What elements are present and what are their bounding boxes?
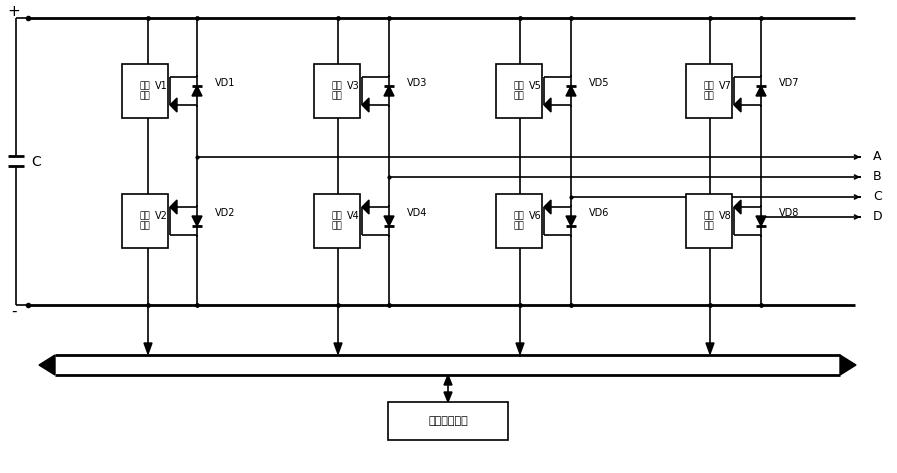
Polygon shape (444, 375, 452, 385)
Polygon shape (544, 200, 551, 214)
Polygon shape (706, 343, 714, 354)
Text: 门级
驱动: 门级 驱动 (514, 81, 525, 101)
Polygon shape (566, 86, 576, 96)
Polygon shape (756, 86, 766, 96)
Polygon shape (444, 392, 452, 402)
Polygon shape (192, 216, 202, 226)
Polygon shape (170, 200, 177, 214)
Polygon shape (516, 343, 524, 354)
Text: 门级
驱动: 门级 驱动 (514, 211, 525, 231)
Text: VD7: VD7 (779, 78, 799, 88)
Text: V5: V5 (529, 81, 542, 91)
Text: 门级
驱动: 门级 驱动 (332, 211, 343, 231)
Polygon shape (756, 216, 766, 226)
Text: V8: V8 (719, 211, 732, 221)
Text: 门级
驱动: 门级 驱动 (703, 211, 714, 231)
Text: VD3: VD3 (407, 78, 427, 88)
Bar (122, 64, 168, 118)
Polygon shape (544, 98, 551, 112)
Bar (388, 402, 508, 440)
Bar (314, 194, 360, 248)
Text: A: A (873, 150, 882, 164)
Text: C: C (873, 191, 882, 203)
Bar (314, 64, 360, 118)
Polygon shape (192, 86, 202, 96)
Polygon shape (362, 200, 369, 214)
Bar (496, 64, 542, 118)
Polygon shape (734, 98, 741, 112)
Text: VD4: VD4 (407, 208, 427, 218)
Polygon shape (170, 98, 177, 112)
Polygon shape (334, 343, 342, 354)
Polygon shape (144, 343, 152, 354)
Text: -: - (12, 304, 17, 318)
Text: VD2: VD2 (215, 208, 236, 218)
Polygon shape (384, 216, 394, 226)
Text: V4: V4 (347, 211, 360, 221)
Polygon shape (39, 355, 55, 375)
Text: VD8: VD8 (779, 208, 799, 218)
Text: 门级
驱动: 门级 驱动 (140, 211, 151, 231)
Polygon shape (384, 86, 394, 96)
Text: 脉冲分配单元: 脉冲分配单元 (428, 416, 468, 426)
Bar (686, 194, 732, 248)
Bar (122, 194, 168, 248)
Text: VD5: VD5 (589, 78, 609, 88)
Polygon shape (734, 200, 741, 214)
Bar (686, 64, 732, 118)
Text: 门级
驱动: 门级 驱动 (332, 81, 343, 101)
Text: 门级
驱动: 门级 驱动 (140, 81, 151, 101)
Text: D: D (873, 210, 883, 224)
Text: C: C (31, 155, 41, 168)
Polygon shape (566, 216, 576, 226)
Text: 门级
驱动: 门级 驱动 (703, 81, 714, 101)
Text: +: + (8, 5, 21, 19)
Polygon shape (840, 355, 856, 375)
Text: VD1: VD1 (215, 78, 235, 88)
Text: V1: V1 (155, 81, 168, 91)
Text: V3: V3 (347, 81, 360, 91)
Text: B: B (873, 170, 882, 184)
Text: V6: V6 (529, 211, 542, 221)
Text: V2: V2 (155, 211, 168, 221)
Text: V7: V7 (719, 81, 732, 91)
Bar (496, 194, 542, 248)
Text: VD6: VD6 (589, 208, 609, 218)
Polygon shape (362, 98, 369, 112)
